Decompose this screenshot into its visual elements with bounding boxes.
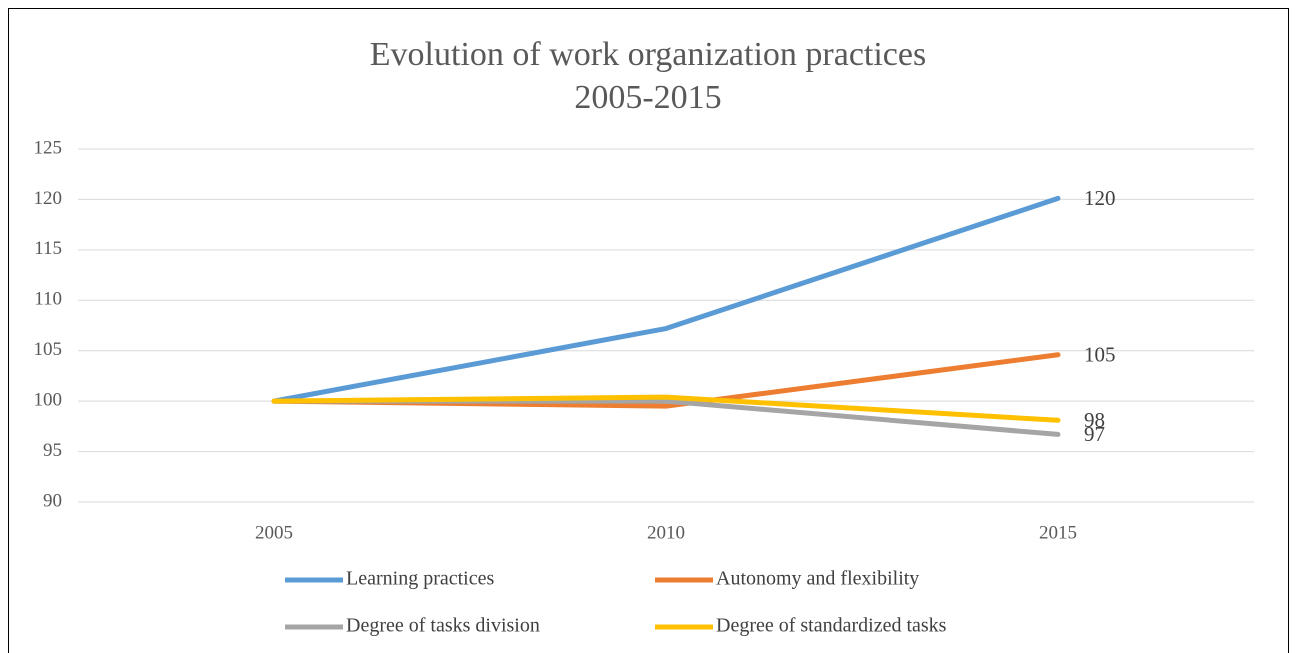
x-tick-label: 2005 [255, 522, 293, 543]
y-tick-label: 95 [43, 440, 62, 461]
data-label: 97 [1084, 422, 1105, 446]
y-tick-label: 100 [34, 390, 63, 411]
legend-label: Degree of tasks division [346, 615, 540, 637]
y-tick-label: 105 [34, 339, 63, 360]
y-tick-label: 125 [34, 137, 63, 158]
x-tick-label: 2015 [1039, 522, 1077, 543]
series-line [271, 394, 1061, 423]
chart-subtitle: 2005-2015 [574, 79, 721, 116]
x-tick-label: 2010 [647, 522, 685, 543]
y-tick-label: 110 [34, 289, 62, 310]
y-tick-label: 120 [34, 188, 63, 209]
legend-label: Degree of standardized tasks [716, 615, 947, 637]
data-label: 98 [1084, 408, 1105, 432]
y-tick-label: 90 [43, 490, 62, 511]
legend-label: Learning practices [346, 568, 494, 590]
chart-title: Evolution of work organization practices [370, 36, 926, 73]
series-line [271, 195, 1061, 404]
data-label: 120 [1084, 186, 1116, 210]
legend-label: Autonomy and flexibility [716, 568, 919, 590]
data-label: 105 [1084, 343, 1116, 367]
y-tick-label: 115 [34, 238, 62, 259]
